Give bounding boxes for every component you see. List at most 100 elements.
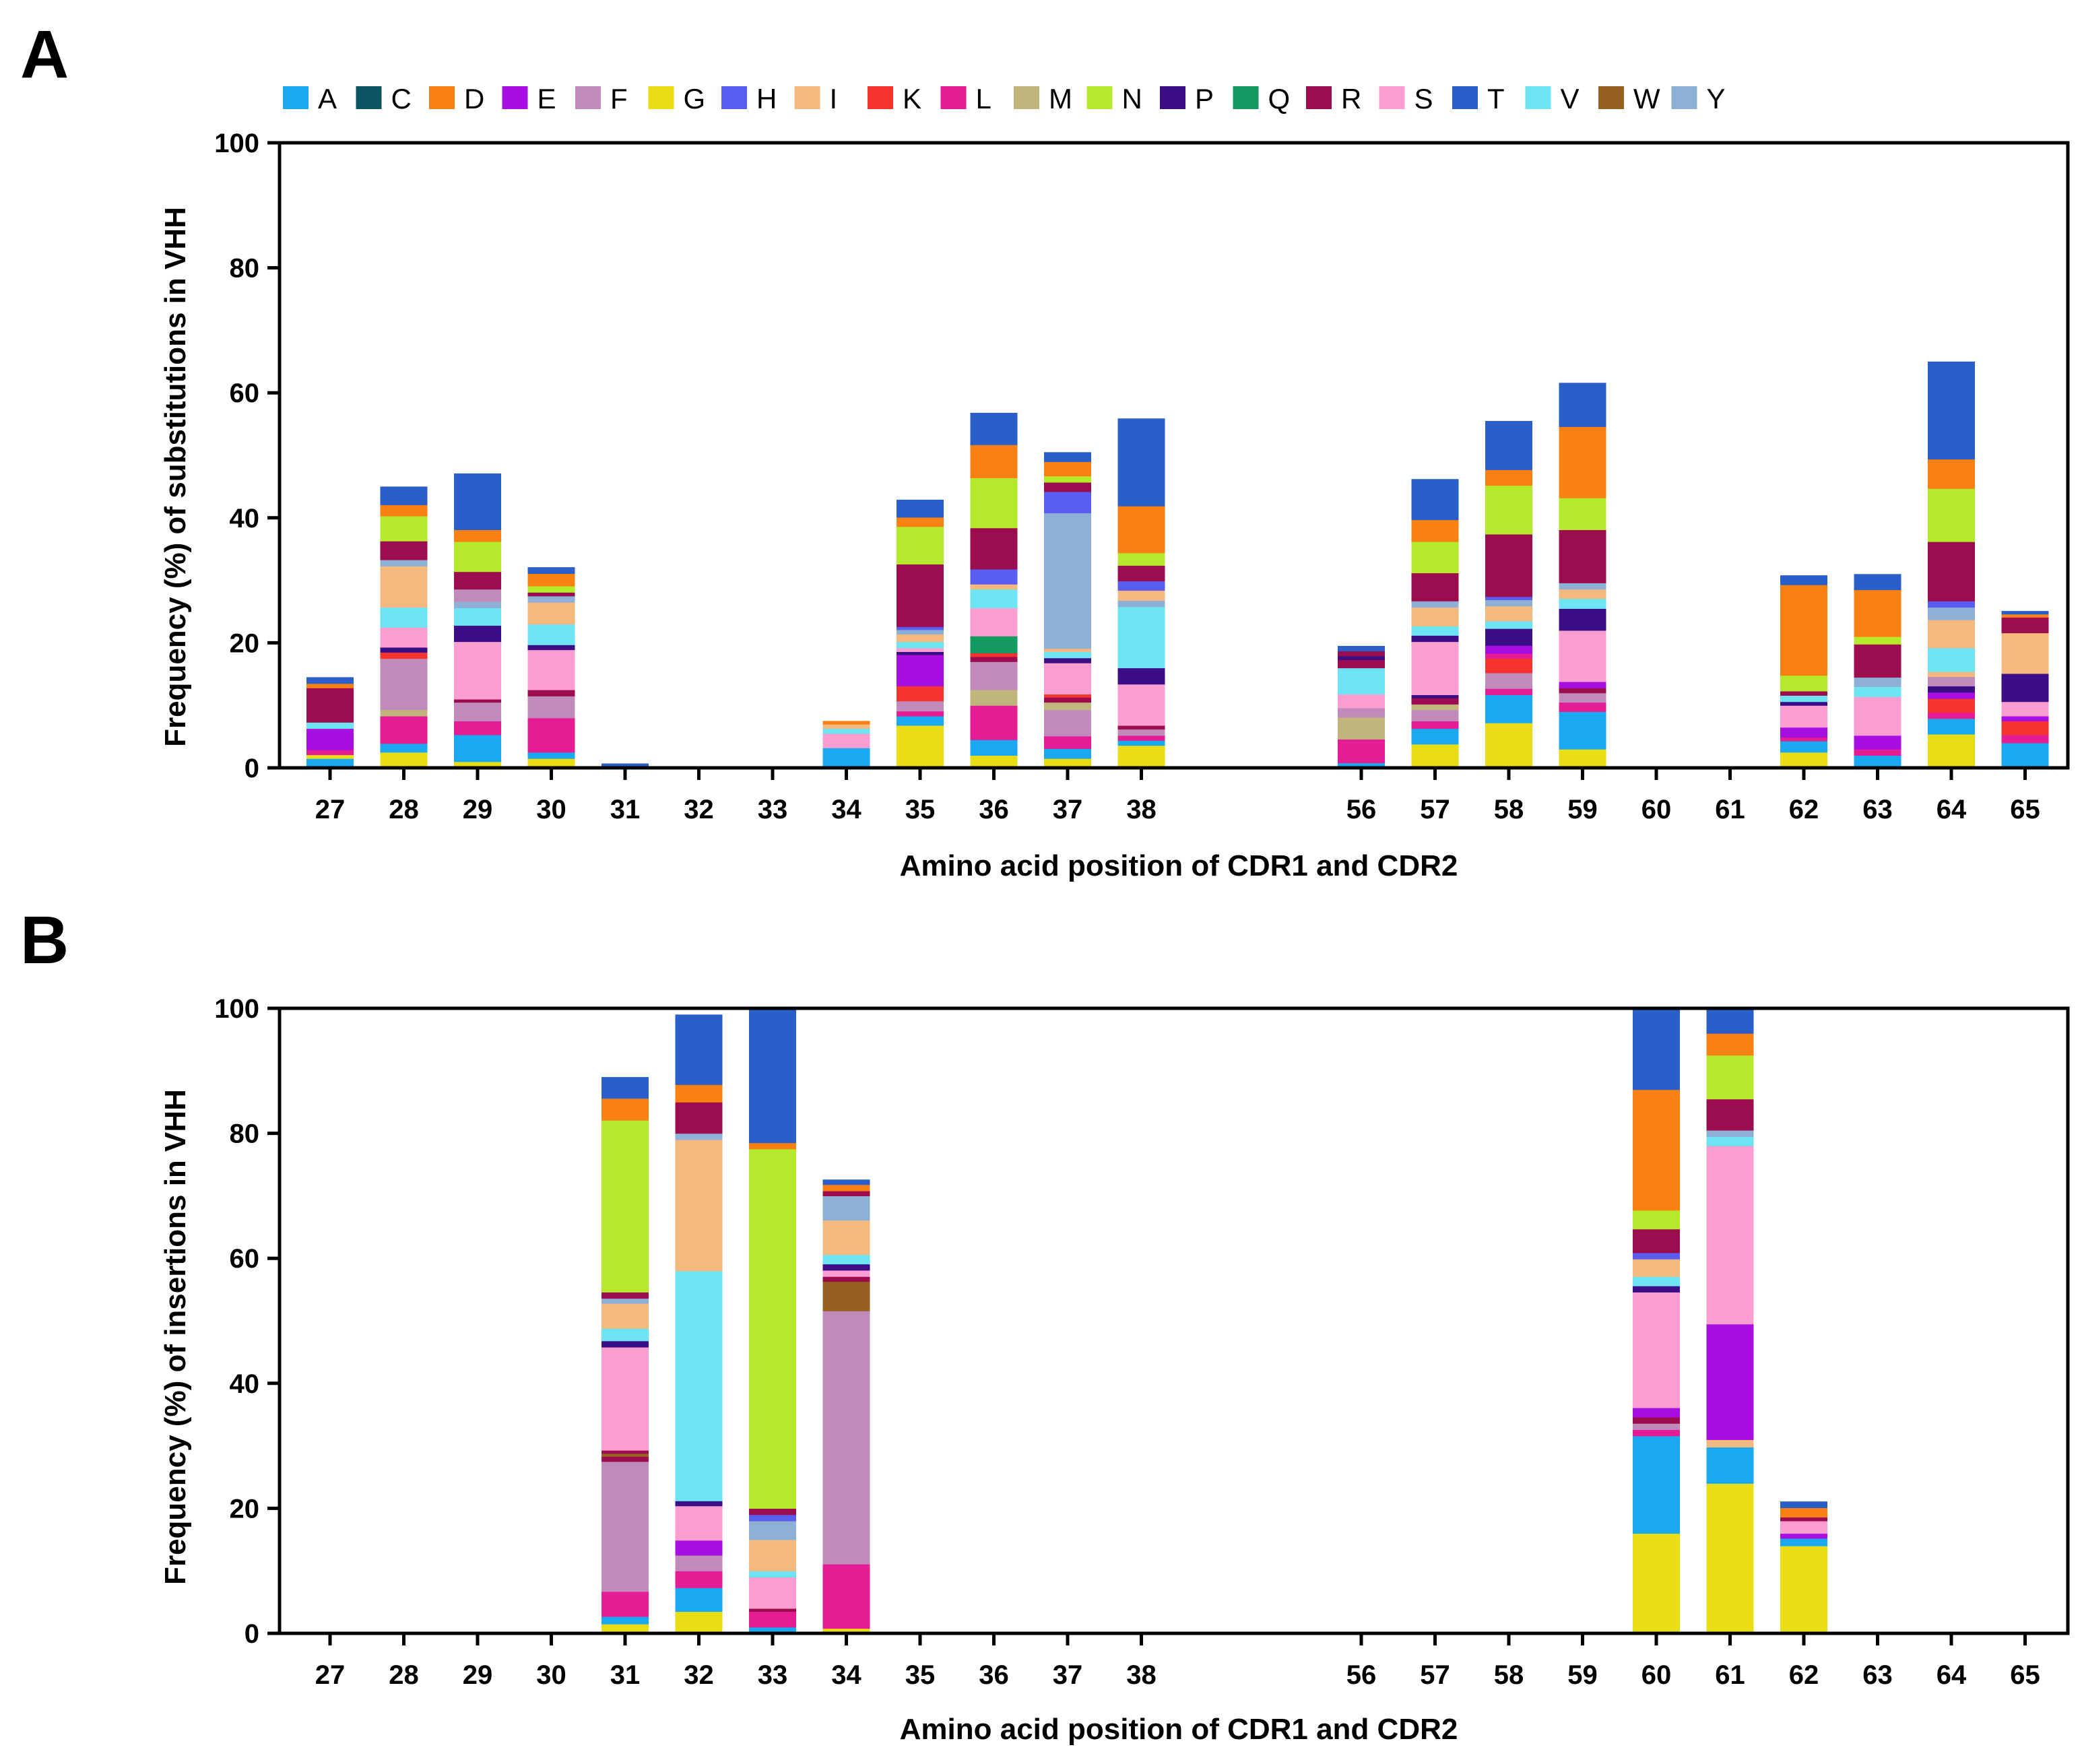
panel-a-bar-65-seg-1-l xyxy=(2002,735,2049,744)
panel-b-bar-60-seg-12-n xyxy=(1633,1210,1680,1229)
legend-item-s: S xyxy=(1379,83,1433,115)
legend-swatch-d xyxy=(429,86,455,109)
panel-a-bar-35-seg-7-s xyxy=(897,648,944,652)
panel-b-bar-34-seg-7-v xyxy=(823,1255,870,1265)
panel-a-bar-65-seg-7-r xyxy=(2002,617,2049,633)
panel-a-bar-59-seg-4-r xyxy=(1559,688,1606,693)
panel-a-bar-59-seg-13-d xyxy=(1559,426,1606,498)
panel-a-bar-30-seg-4-r xyxy=(528,690,575,696)
panel-a-bar-58-seg-9-i xyxy=(1485,606,1532,622)
panel-a-bar-36-seg-5-r xyxy=(971,657,1018,662)
panel-b-bar-60-seg-14-t xyxy=(1633,1008,1680,1090)
panel-a-bar-58-seg-14-d xyxy=(1485,469,1532,486)
panel-a-bar-62-seg-1-a xyxy=(1780,741,1827,752)
panel-a-x-tick-29: 29 xyxy=(463,795,493,824)
panel-a-bar-37-seg-9-v xyxy=(1044,651,1091,658)
legend-label-f: F xyxy=(610,83,628,115)
panel-b-bar-60-seg-3-f xyxy=(1633,1423,1680,1430)
panel-a-y-tick-80: 80 xyxy=(230,254,260,284)
panel-a-x-tick-62: 62 xyxy=(1789,795,1819,824)
legend-item-c: C xyxy=(356,83,412,115)
panel-a-bar-38-seg-13-d xyxy=(1118,506,1165,553)
panel-b-bar-60-seg-2-l xyxy=(1633,1429,1680,1436)
panel-b-bar-31-seg-13-n xyxy=(601,1120,649,1293)
panel-a-bar-29-seg-2-l xyxy=(454,721,501,735)
panel-a-bar-37-seg-2-l xyxy=(1044,736,1091,749)
panel-b-x-tick-34: 34 xyxy=(831,1660,861,1690)
panel-b-bar-60-seg-6-s xyxy=(1633,1292,1680,1408)
panel-a-bar-35-seg-6-p xyxy=(897,651,944,655)
panel-b-x-tick-56: 56 xyxy=(1346,1660,1377,1690)
legend-swatch-r xyxy=(1306,86,1332,109)
panel-a-bar-28-seg-7-s xyxy=(381,627,428,647)
panel-b-bar-32-seg-5-s xyxy=(676,1506,723,1541)
panel-b-bar-60-seg-0-g xyxy=(1633,1534,1680,1634)
panel-a-bar-59-seg-2-l xyxy=(1559,703,1606,713)
panel-a-bar-37-seg-7-s xyxy=(1044,663,1091,694)
panel-a-bar-56-seg-6-r xyxy=(1338,659,1385,668)
panel-a-bar-62 xyxy=(1780,575,1827,768)
legend-item-d: D xyxy=(429,83,484,115)
panel-a-bar-38-seg-0-g xyxy=(1118,746,1165,769)
panel-b-bar-31-seg-12-r xyxy=(601,1292,649,1299)
legend-item-t: T xyxy=(1452,83,1505,115)
legend-item-p: P xyxy=(1160,83,1214,115)
legend-label-w: W xyxy=(1633,83,1660,115)
panel-a: A Frequency (%) of substitutions in VHH … xyxy=(20,17,2068,882)
panel-a-bar-65 xyxy=(2002,611,2049,769)
legend-label-d: D xyxy=(464,83,484,115)
panel-a-bar-63-seg-6-r xyxy=(1854,672,1901,678)
legend-swatch-w xyxy=(1598,86,1624,109)
panel-a-bar-57-seg-12-r xyxy=(1412,573,1459,601)
panel-b-y-tick-0: 0 xyxy=(245,1619,259,1649)
panel-a-bar-35-seg-9-i xyxy=(897,634,944,642)
panel-b-x-axis-title: Amino acid position of CDR1 and CDR2 xyxy=(900,1713,1458,1746)
panel-b-x-tick-58: 58 xyxy=(1494,1660,1524,1690)
panel-a-bar-37-seg-5-r xyxy=(1044,697,1091,703)
panel-a-bar-30-seg-8-i xyxy=(528,602,575,624)
panel-a-bar-57-seg-5-r xyxy=(1412,698,1459,705)
panel-a-bar-56-seg-1-l xyxy=(1338,739,1385,763)
panel-a-bar-35-seg-8-v xyxy=(897,642,944,649)
panel-a-bar-56-seg-2-m xyxy=(1338,717,1385,740)
panel-a-x-tick-36: 36 xyxy=(979,795,1009,824)
panel-b-y-tick-60: 60 xyxy=(230,1244,260,1274)
panel-a-y-tick-0: 0 xyxy=(245,754,259,783)
panel-b-bar-31-seg-2-l xyxy=(601,1592,649,1617)
panel-b-bar-33-seg-9-n xyxy=(749,1149,796,1509)
panel-b-bar-61-seg-5-v xyxy=(1707,1136,1754,1146)
panel-b-bar-34-seg-6-p xyxy=(823,1264,870,1271)
panel-a-y-tick-100: 100 xyxy=(214,129,259,158)
legend-label-c: C xyxy=(391,83,412,115)
panel-b-bar-61-seg-6-y xyxy=(1707,1130,1754,1137)
panel-a-bar-34-seg-0-a xyxy=(823,748,870,768)
panel-a-bar-64-seg-0-g xyxy=(1928,734,1975,769)
panel-b-bar-31-seg-8-p xyxy=(601,1341,649,1348)
panel-a-bar-38-seg-2-l xyxy=(1118,736,1165,741)
legend-item-f: F xyxy=(575,83,628,115)
panel-b-bar-33-seg-3-s xyxy=(749,1577,796,1608)
panel-b-bar-61-seg-7-r xyxy=(1707,1099,1754,1131)
panel-a-bar-29 xyxy=(454,473,501,769)
panel-a-x-tick-30: 30 xyxy=(536,795,566,824)
panel-a-bar-57-seg-15-t xyxy=(1412,479,1459,520)
legend-swatch-n xyxy=(1087,86,1113,109)
panel-a-y-axis-title: Frequency (%) of substitutions in VHH xyxy=(159,207,192,747)
panel-b-bar-34-seg-12-t xyxy=(823,1179,870,1185)
panel-b-bar-60-seg-10-h xyxy=(1633,1253,1680,1260)
panel-b-x-tick-36: 36 xyxy=(979,1660,1009,1690)
panel-a-bar-27-seg-1-g xyxy=(306,755,354,759)
panel-a-bar-62-seg-2-l xyxy=(1780,738,1827,742)
panel-a-bar-27-seg-7-t xyxy=(306,677,354,684)
panel-a-bar-57-seg-9-v xyxy=(1412,626,1459,636)
panel-a-x-tick-37: 37 xyxy=(1053,795,1083,824)
panel-b-bar-31-seg-15-t xyxy=(601,1077,649,1099)
panel-a-bar-35-seg-4-k xyxy=(897,686,944,701)
panel-b-bar-60-seg-11-r xyxy=(1633,1229,1680,1253)
panel-a-bar-36-seg-6-k xyxy=(971,653,1018,657)
panel-a-bar-29-seg-12-d xyxy=(454,529,501,542)
panel-a-bar-58-seg-8-v xyxy=(1485,621,1532,629)
panel-b-y-axis-title: Frequency (%) of insertions in VHH xyxy=(159,1089,192,1585)
legend-swatch-h xyxy=(721,86,747,109)
